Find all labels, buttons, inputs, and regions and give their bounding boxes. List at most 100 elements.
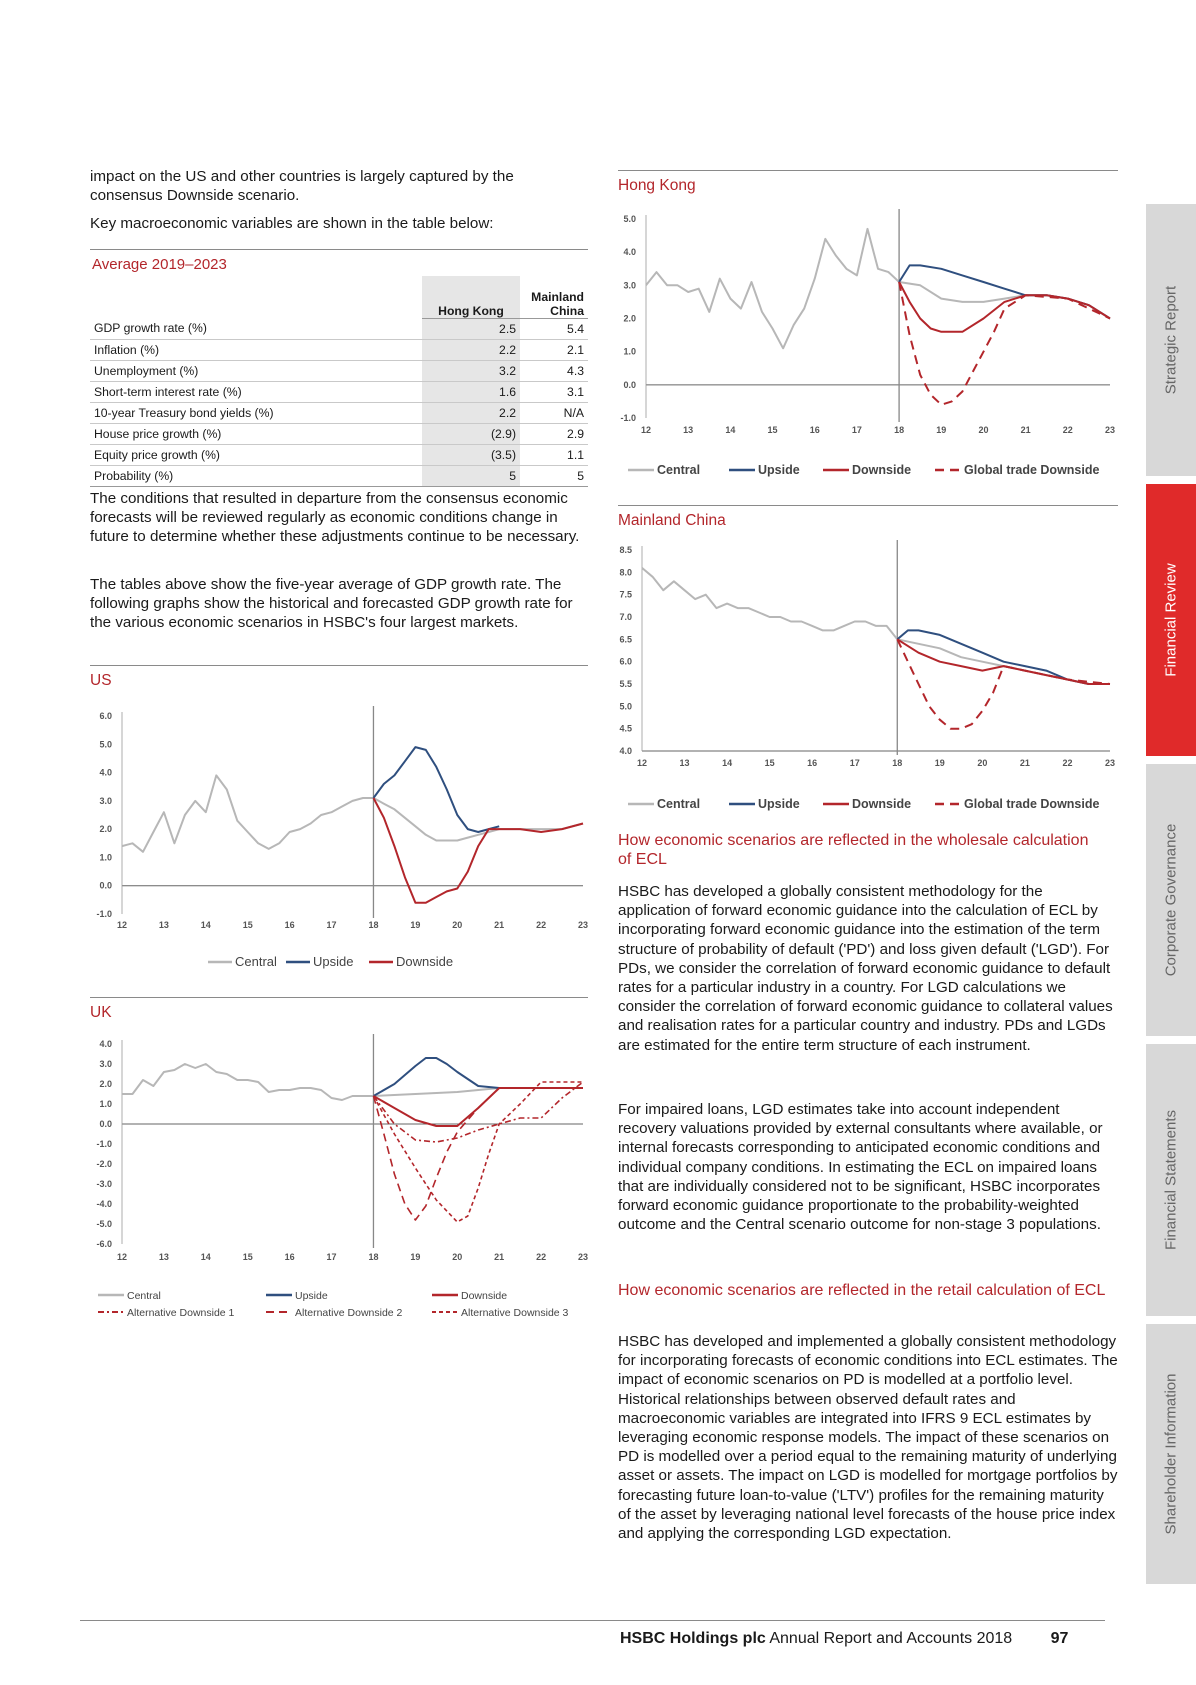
footer-rule (80, 1620, 1105, 1621)
series-line-alternative-downside-1 (372, 1081, 584, 1143)
value-hong-kong: 2.5 (422, 318, 520, 340)
table-title: Average 2019–2023 (92, 256, 227, 273)
retail-heading: How economic scenarios are reflected in … (618, 1282, 1106, 1299)
x-tick-label: 23 (1105, 758, 1115, 768)
value-mainland-china: 2.1 (520, 339, 588, 361)
legend-label: Upside (758, 463, 800, 477)
row-label: Inflation (%) (90, 339, 422, 361)
wholesale-paragraph-2: For impaired loans, LGD estimates take i… (618, 1101, 1103, 1234)
y-tick-label: 3.0 (99, 796, 112, 806)
x-tick-label: 22 (536, 1252, 546, 1262)
x-tick-label: 12 (117, 1252, 127, 1262)
table-intro-paragraph: Key macroeconomic variables are shown in… (90, 215, 494, 232)
x-tick-label: 17 (850, 758, 860, 768)
footer-report: Annual Report and Accounts 2018 (769, 1630, 1013, 1647)
y-tick-label: 0.0 (99, 1119, 112, 1129)
macro-table: Hong Kong Mainland China GDP growth rate… (90, 276, 588, 487)
cn-heading: Mainland China (618, 512, 726, 529)
x-tick-label: 16 (810, 425, 820, 435)
y-tick-label: -1.0 (620, 413, 636, 423)
wholesale-paragraph-1: HSBC has developed a globally consistent… (618, 883, 1113, 1054)
x-tick-label: 22 (1063, 425, 1073, 435)
x-tick-label: 23 (1105, 425, 1115, 435)
hk-gdp-chart: 5.0 4.0 3.0 2.0 1.0 0.0 -1.0 12 13 14 15 16 17 18 19 20… (620, 209, 1115, 477)
conditions-paragraph: The conditions that resulted in departur… (90, 490, 580, 546)
x-tick-label: 19 (936, 425, 946, 435)
side-tab-financial-statements[interactable]: Financial Statements (1146, 1044, 1196, 1316)
y-tick-label: 2.0 (623, 314, 636, 324)
x-tick-label: 14 (201, 920, 211, 930)
footer-page-number: 97 (1050, 1630, 1069, 1647)
y-tick-label: 5.0 (99, 739, 112, 749)
series-line-central (121, 774, 584, 853)
x-tick-label: 18 (892, 758, 902, 768)
row-label: Equity price growth (%) (90, 444, 422, 466)
y-tick-label: 5.5 (619, 679, 632, 689)
x-tick-label: 23 (578, 920, 588, 930)
x-tick-label: 16 (285, 1252, 295, 1262)
legend-item: Upside (729, 797, 800, 811)
x-tick-label: 18 (368, 920, 378, 930)
x-tick-label: 20 (452, 920, 462, 930)
us-gdp-chart: 6.0 5.0 4.0 3.0 2.0 1.0 0.0 -1.0 12 13 14 15 16 17 18 1… (96, 706, 588, 969)
side-tab-shareholder-information[interactable]: Shareholder Information (1146, 1324, 1196, 1584)
legend-item: Downside (823, 463, 911, 477)
x-tick-label: 14 (201, 1252, 211, 1262)
x-tick-label: 20 (978, 425, 988, 435)
y-tick-label: 4.0 (619, 746, 632, 756)
x-tick-label: 17 (327, 920, 337, 930)
footer: HSBC Holdings plc Annual Report and Acco… (620, 1630, 1068, 1648)
series-line-upside (372, 746, 500, 833)
y-tick-label: 4.5 (619, 724, 632, 734)
row-label: GDP growth rate (%) (90, 318, 422, 340)
table-row: 10-year Treasury bond yields (%) 2.2 N/A (90, 402, 588, 424)
side-tab-financial-review[interactable]: Financial Review (1146, 484, 1196, 756)
x-tick-label: 20 (977, 758, 987, 768)
table-row: House price growth (%) (2.9) 2.9 (90, 423, 588, 445)
series-line-downside (372, 797, 584, 904)
row-label: House price growth (%) (90, 423, 422, 445)
x-tick-label: 19 (410, 920, 420, 930)
y-tick-label: 5.0 (623, 214, 636, 224)
hk-heading: Hong Kong (618, 177, 696, 194)
value-hong-kong: 2.2 (422, 339, 520, 361)
series-line-alternative-downside-2 (372, 1087, 583, 1221)
side-tab-label: Financial Statements (1162, 1109, 1180, 1251)
side-tab-strategic-report[interactable]: Strategic Report (1146, 204, 1196, 476)
legend-label: Global trade Downside (964, 463, 1099, 477)
value-mainland-china: 2.9 (520, 423, 588, 445)
legend-label: Alternative Downside 3 (461, 1307, 569, 1319)
side-tab-label: Financial Review (1162, 563, 1180, 677)
y-tick-label: 7.5 (619, 590, 632, 600)
legend-label: Global trade Downside (964, 797, 1099, 811)
y-tick-label: 2.0 (99, 824, 112, 834)
x-tick-label: 22 (1062, 758, 1072, 768)
table-top-rule (90, 249, 588, 250)
cn-rule (618, 505, 1118, 506)
x-tick-label: 15 (243, 1252, 253, 1262)
legend-item: Downside (823, 797, 911, 811)
legend-label: Downside (852, 463, 911, 477)
x-tick-label: 21 (494, 920, 504, 930)
y-tick-label: 4.0 (623, 247, 636, 257)
y-tick-label: 8.5 (619, 545, 632, 555)
x-tick-label: 21 (494, 1252, 504, 1262)
x-tick-label: 19 (935, 758, 945, 768)
y-tick-label: 0.0 (99, 881, 112, 891)
graphs-intro-paragraph: The tables above show the five-year aver… (90, 576, 573, 632)
row-label: Short-term interest rate (%) (90, 381, 422, 403)
legend-item: Global trade Downside (935, 463, 1099, 477)
series-line-global-trade-downside (896, 638, 1111, 730)
legend-label: Downside (396, 954, 453, 969)
series-line-central (645, 227, 1111, 350)
cn-gdp-chart: 8.5 8.0 7.5 7.0 6.5 6.0 5.5 5.0 4.5 4.0 12 13 14 15 16… (619, 540, 1115, 811)
footer-company: HSBC Holdings plc (620, 1630, 766, 1647)
value-hong-kong: 3.2 (422, 360, 520, 382)
x-tick-label: 18 (894, 425, 904, 435)
legend-item: Global trade Downside (935, 797, 1099, 811)
side-tab-corporate-governance[interactable]: Corporate Governance (1146, 764, 1196, 1036)
value-mainland-china: 4.3 (520, 360, 588, 382)
y-tick-label: 0.0 (623, 380, 636, 390)
value-hong-kong: 1.6 (422, 381, 520, 403)
series-line-downside (896, 638, 1110, 685)
